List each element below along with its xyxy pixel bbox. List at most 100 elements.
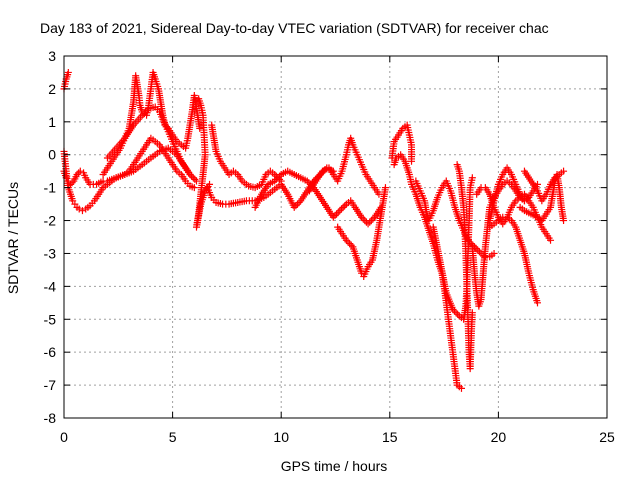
y-tick-label: -1 (44, 180, 57, 196)
data-point (292, 202, 300, 210)
data-point (68, 179, 76, 187)
data-point (341, 202, 349, 210)
y-tick-label: 3 (48, 48, 56, 64)
x-tick-label: 5 (169, 429, 177, 445)
data-point (339, 203, 347, 211)
data-points (60, 68, 568, 392)
data-point (337, 205, 345, 213)
data-point (78, 207, 86, 215)
y-axis-label: SDTVAR / TECUs (5, 182, 21, 294)
chart-title: Day 183 of 2021, Sidereal Day-to-day VTE… (40, 20, 549, 36)
y-tick-label: -7 (44, 377, 57, 393)
data-point (186, 170, 194, 178)
data-point (520, 197, 528, 205)
data-point (138, 111, 146, 119)
data-point (560, 167, 568, 175)
data-point (450, 307, 458, 315)
data-point (547, 236, 555, 244)
y-tick-label: -4 (44, 278, 57, 294)
series-P (453, 161, 476, 373)
data-point (334, 208, 342, 216)
data-point (274, 174, 282, 182)
data-point (454, 310, 462, 318)
x-tick-label: 25 (599, 429, 615, 445)
data-point (408, 157, 416, 165)
series-D (99, 68, 204, 178)
axis-ticks: 0 5 10 15 20 25 -8 -7 -6 -5 -4 -3 -2 -1 0 1 2 3 (44, 48, 615, 445)
plot-frame (63, 55, 608, 419)
data-point (346, 240, 354, 248)
data-point (67, 180, 75, 188)
y-tick-label: 0 (48, 147, 56, 163)
data-point (361, 217, 369, 225)
data-point (449, 305, 457, 313)
data-point (191, 175, 199, 183)
series-J (305, 134, 383, 198)
data-point (272, 175, 280, 183)
data-point (190, 184, 198, 192)
series-T (486, 213, 541, 307)
data-point (452, 309, 460, 317)
data-point (367, 217, 375, 225)
data-point (188, 172, 196, 180)
series-E (103, 103, 194, 178)
series-V (520, 167, 568, 205)
series-G (208, 121, 285, 192)
data-point (75, 205, 83, 213)
data-point (457, 384, 465, 392)
data-point (73, 170, 81, 178)
data-point (143, 106, 151, 114)
data-point (293, 200, 301, 208)
data-point (295, 198, 303, 206)
data-point (290, 203, 298, 211)
data-point (468, 309, 476, 317)
data-point (336, 207, 344, 215)
series-N (412, 177, 498, 261)
data-point (333, 210, 341, 218)
series-F (192, 95, 214, 231)
data-point (342, 236, 350, 244)
data-point (474, 246, 482, 254)
data-point (271, 170, 279, 178)
data-point (381, 184, 389, 192)
y-tick-label: 2 (48, 81, 56, 97)
data-point (344, 238, 352, 246)
x-tick-label: 15 (382, 429, 398, 445)
data-point (364, 220, 372, 228)
y-tick-label: -5 (44, 311, 57, 327)
series-I (251, 167, 385, 228)
data-point (64, 68, 72, 76)
series-S (486, 164, 528, 225)
data-point (347, 241, 355, 249)
y-tick-label: -2 (44, 213, 57, 229)
data-point (271, 177, 279, 185)
data-point (141, 108, 149, 116)
data-point (359, 215, 367, 223)
data-point (76, 167, 84, 175)
data-point (369, 215, 377, 223)
series-C (60, 144, 200, 188)
data-point (533, 299, 541, 307)
data-point (490, 249, 498, 257)
x-tick-label: 0 (60, 429, 68, 445)
data-point (366, 218, 374, 226)
data-point (189, 174, 197, 182)
y-tick-label: -3 (44, 245, 57, 261)
y-tick-label: -8 (44, 410, 57, 426)
data-point (140, 110, 148, 118)
x-tick-label: 10 (273, 429, 289, 445)
data-point (468, 174, 476, 182)
series-M (390, 151, 465, 392)
data-point (331, 212, 339, 220)
data-point (358, 213, 366, 221)
data-point (196, 124, 204, 132)
series-L (388, 121, 416, 165)
y-tick-label: -6 (44, 344, 57, 360)
y-tick-label: 1 (48, 114, 56, 130)
data-point (276, 172, 284, 180)
series-K (334, 184, 389, 280)
data-point (329, 213, 337, 221)
data-point (560, 217, 568, 225)
x-tick-label: 20 (491, 429, 507, 445)
